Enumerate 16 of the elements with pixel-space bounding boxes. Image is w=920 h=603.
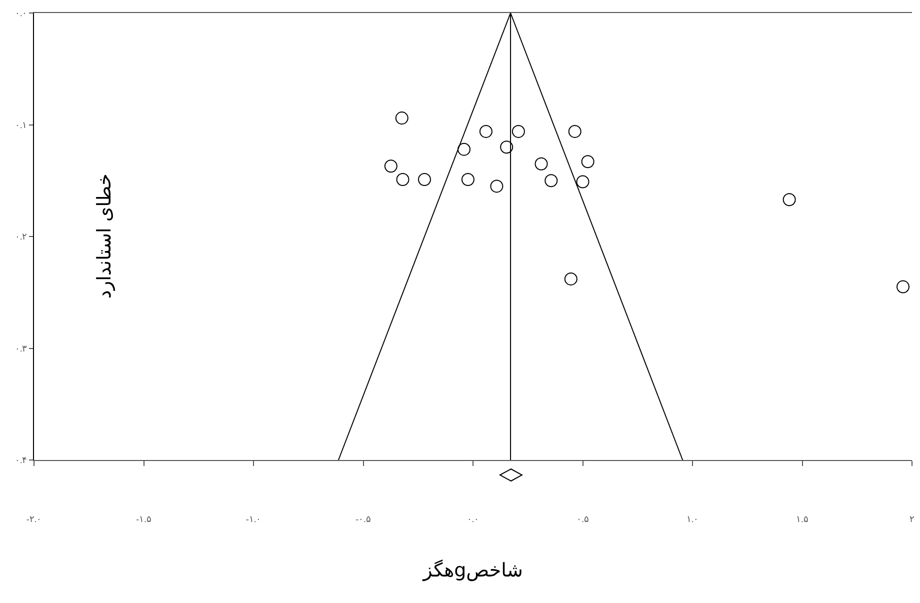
x-tick-label: ۰.۰ xyxy=(466,514,480,524)
x-tick-label: ۰.۵ xyxy=(576,514,589,524)
y-tick-label: ۰.۱ xyxy=(14,120,28,130)
y-tick-label: ۰.۳ xyxy=(14,343,28,354)
y-tick-label: ۰.۴ xyxy=(14,455,28,466)
x-tick-label: -۱.۵ xyxy=(136,514,152,524)
x-tick-label: -۱.۰ xyxy=(246,514,262,524)
x-tick-label: ۲ xyxy=(910,514,914,524)
y-tick-label: ۰.۲ xyxy=(14,232,28,242)
x-tick-label: -۲.۰ xyxy=(26,514,42,524)
x-tick-label: ۱.۰ xyxy=(686,514,699,524)
x-tick-label: ۱.۵ xyxy=(796,514,808,524)
y-axis-title: خطای استاندارد xyxy=(94,174,116,299)
y-tick-label: ۰.۰ xyxy=(14,8,28,18)
x-axis-title: هگزgشاخص xyxy=(422,558,523,582)
x-tick-label: -۰.۵ xyxy=(356,514,371,524)
